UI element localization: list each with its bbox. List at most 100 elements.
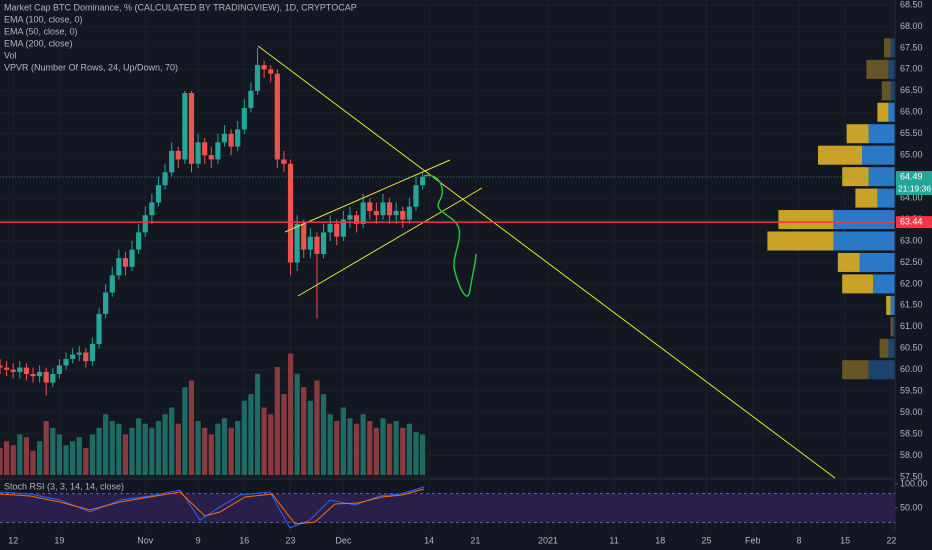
trendline [297,187,483,297]
x-tick-label: Nov [137,535,154,545]
candle-body [287,163,294,263]
vpvr-down [877,102,889,122]
candle-body [274,73,280,160]
volume-bar [195,421,201,475]
candle-body [261,65,267,70]
candle-body [347,215,353,220]
stoch-d [0,488,425,525]
volume-bar [413,431,419,475]
volume-bar [294,373,300,475]
volume-bar [406,423,412,475]
volume-bar [254,373,261,475]
vpvr-down [818,145,862,165]
vpvr-down [884,38,891,58]
y-tick-label: 61.50 [900,300,923,310]
candle-body [149,202,155,216]
candle-body [268,69,274,74]
candle-body [37,371,43,377]
vpvr-up [890,295,895,315]
vpvr-down [866,59,889,79]
volume-bar [380,418,386,475]
vpvr-up [868,167,895,187]
candle-body [182,92,188,160]
candle-body [162,172,168,186]
vpvr-down [842,274,873,294]
candle-body [314,236,320,254]
x-tick-label: Feb [745,535,761,545]
candle-body [307,236,313,250]
vpvr-up [833,231,895,251]
candle-body [202,142,208,156]
y-tick-label: 59.50 [900,386,923,396]
vpvr-up [888,59,895,79]
volume-bar [83,448,89,475]
vpvr-down [855,188,878,208]
candle-body [419,177,426,186]
volume-bar [175,423,181,475]
volume-bar [314,380,320,475]
x-tick-label: 21 [470,535,480,545]
candle-body [360,202,366,224]
vpvr-up [862,145,895,165]
y-tick-label: 60.50 [900,343,923,353]
candle-body [89,343,96,362]
stoch-k [0,486,425,529]
candle-body [241,107,247,130]
y-tick-label: 64.00 [900,192,923,202]
volume-bar [30,450,36,475]
vpvr-down [846,124,869,144]
volume-bar [76,437,82,475]
volume-bar [360,414,366,475]
x-tick-label: 9 [196,535,201,545]
candle-body [195,142,201,164]
candle-body [320,232,327,254]
candle-body [0,365,3,368]
y-tick-label: 68.50 [900,0,923,9]
candle-body [327,223,333,233]
y-tick-label: 63.00 [900,235,923,245]
volume-bar [10,445,16,475]
volume-bar [70,441,76,475]
volume-bar [109,421,115,475]
volume-bar [274,367,280,475]
vpvr-up [890,81,895,101]
volume-bar [334,421,340,475]
candle-body [367,202,373,211]
volume-bar [136,418,142,475]
candle-body [254,65,261,91]
x-tick-label: 15 [840,535,850,545]
volume-bar [353,423,360,475]
vpvr-down [881,81,891,101]
y-tick-label: 58.50 [900,428,923,438]
stoch-tick-label: 100.00 [900,478,928,488]
candle-body [400,210,406,220]
volume-bar [400,427,406,475]
volume-bar [221,418,228,475]
candle-body [294,223,300,263]
candle-body [129,249,135,267]
last-price-label: 64.49 [900,171,923,181]
volume-bar [228,427,234,475]
x-tick-label: 18 [655,535,665,545]
y-tick-label: 62.00 [900,278,923,288]
volume-bar [89,434,96,475]
indicator-label: EMA (100, close, 0) [4,14,83,24]
volume-bar [149,427,155,475]
volume-bar [23,437,30,475]
vpvr-up [833,210,895,230]
volume-bar [56,434,63,475]
volume-bar [17,434,23,475]
x-tick-label: 23 [286,535,296,545]
volume-bar [235,421,241,475]
x-tick-label: Dec [335,535,352,545]
indicator-label: EMA (50, close, 0) [4,26,78,36]
volume-bar [155,421,162,475]
vpvr-down [837,252,860,272]
vpvr-up [877,188,895,208]
volume-bar [122,434,129,475]
volume-bar [419,434,426,475]
volume-bar [202,427,208,475]
volume-bar [373,427,379,475]
level-label: 63.44 [900,216,923,226]
volume-bar [307,400,313,475]
